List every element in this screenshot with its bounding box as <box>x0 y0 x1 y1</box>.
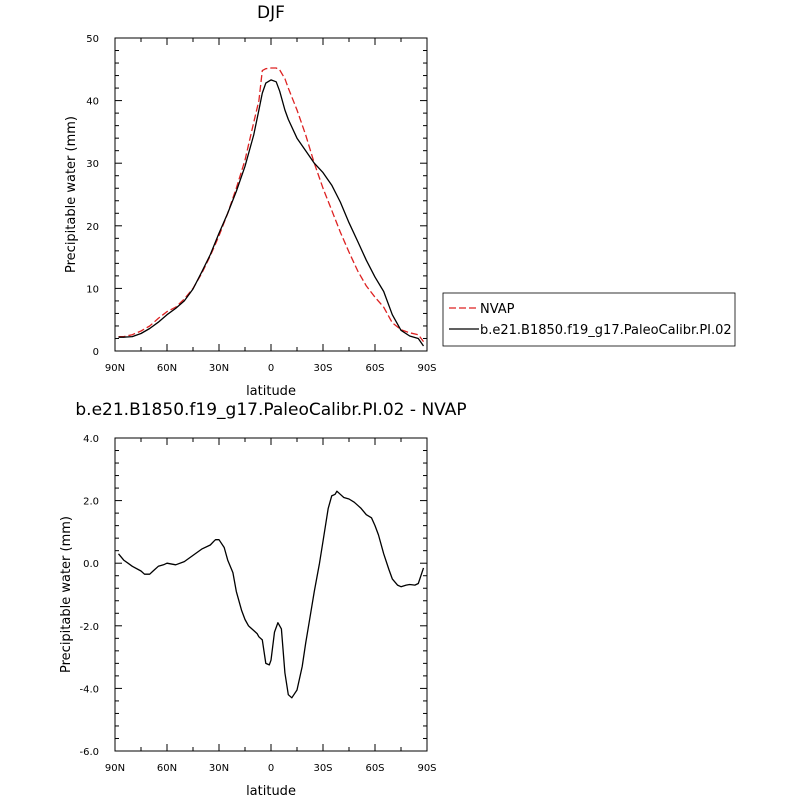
legend-box <box>442 292 736 347</box>
top-panel: DJF 90N 60N 30N 0 30S 60S 90S 0 10 20 30 40 50 latitud… <box>64 3 437 399</box>
chart-title: DJF <box>257 3 285 23</box>
bottom-panel: b.e21.B1850.f19_g17.PaleoCalibr.PI.02 - … <box>59 400 467 799</box>
x-tick-label: 30S <box>313 763 332 774</box>
x-tick-label: 0 <box>268 763 274 774</box>
plot-frame <box>114 437 428 752</box>
x-axis-label: latitude <box>246 384 296 399</box>
x-tick-label: 0 <box>268 363 274 374</box>
series-line-0 <box>118 67 425 342</box>
x-tick-label: 30N <box>209 363 229 374</box>
x-tick-label: 90N <box>105 763 125 774</box>
y-tick-label: 4.0 <box>83 434 99 445</box>
x-tick-label: 60N <box>157 363 177 374</box>
x-tick-label: 60N <box>157 763 177 774</box>
chart-title: b.e21.B1850.f19_g17.PaleoCalibr.PI.02 - … <box>75 400 466 420</box>
y-tick-label: 20 <box>86 222 99 233</box>
legend-label-1: b.e21.B1850.f19_g17.PaleoCalibr.PI.02 <box>480 323 732 338</box>
y-tick-label: 50 <box>86 34 99 45</box>
y-tick-label: 40 <box>86 97 99 108</box>
legend-label-0: NVAP <box>480 302 515 317</box>
y-tick-label: 2.0 <box>83 497 99 508</box>
y-tick-label: 0.0 <box>83 559 99 570</box>
y-axis-label: Precipitable water (mm) <box>59 516 74 673</box>
x-tick-label: 30S <box>313 363 332 374</box>
y-axis-label: Precipitable water (mm) <box>64 116 79 273</box>
x-tick-label: 90S <box>417 763 436 774</box>
x-tick-label: 30N <box>209 763 229 774</box>
y-tick-label: -4.0 <box>79 684 99 695</box>
series-line-1 <box>118 79 425 347</box>
y-tick-label: 0 <box>93 347 99 358</box>
y-tick-label: -6.0 <box>79 747 99 758</box>
x-axis-label: latitude <box>246 784 296 799</box>
x-tick-label: 60S <box>365 763 384 774</box>
series-line-0 <box>117 490 425 699</box>
x-tick-label: 90N <box>105 363 125 374</box>
y-tick-label: -2.0 <box>79 622 99 633</box>
legend: NVAP b.e21.B1850.f19_g17.PaleoCalibr.PI.0… <box>442 292 736 347</box>
x-tick-label: 90S <box>417 363 436 374</box>
x-tick-label: 60S <box>365 363 384 374</box>
y-tick-label: 10 <box>86 284 99 295</box>
y-tick-label: 30 <box>86 159 99 170</box>
